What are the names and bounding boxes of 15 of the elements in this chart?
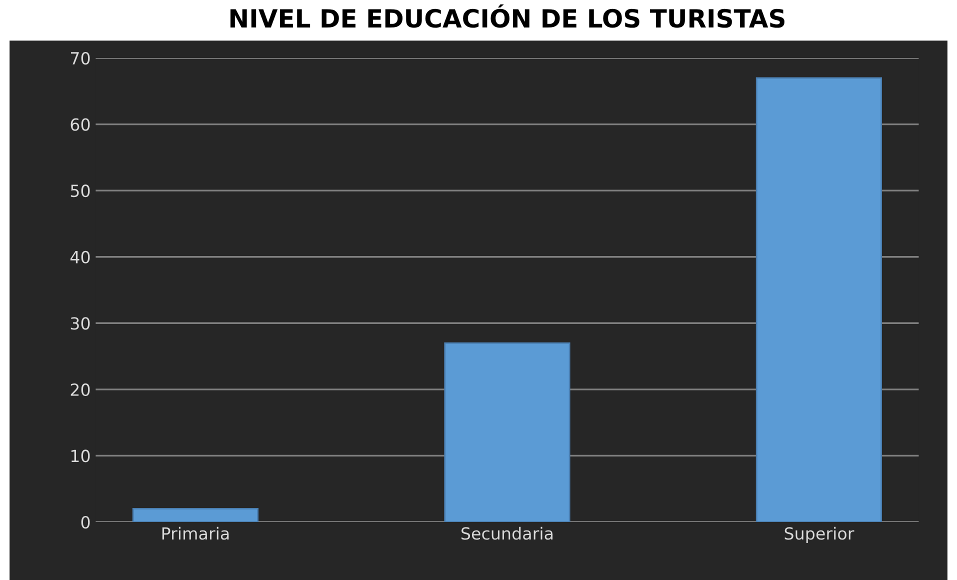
y-tick-label: 20 — [70, 383, 90, 396]
y-tick-label: 30 — [70, 317, 90, 330]
y-tick-label: 70 — [71, 52, 90, 65]
x-tick-label: Primaria — [162, 526, 229, 540]
x-tick-label: Secundaria — [462, 526, 552, 540]
bar — [132, 508, 259, 522]
bar — [756, 77, 882, 522]
y-tick-label: 0 — [81, 516, 90, 529]
y-tick-label: 40 — [70, 250, 90, 264]
y-tick-label: 50 — [70, 184, 90, 198]
bar — [444, 342, 570, 522]
chart-title: NIVEL DE EDUCACIÓN DE LOS TURISTAS — [230, 4, 784, 28]
y-tick-label: 60 — [70, 118, 90, 131]
y-tick-label: 10 — [71, 450, 90, 462]
x-tick-label: Superior — [784, 526, 854, 543]
